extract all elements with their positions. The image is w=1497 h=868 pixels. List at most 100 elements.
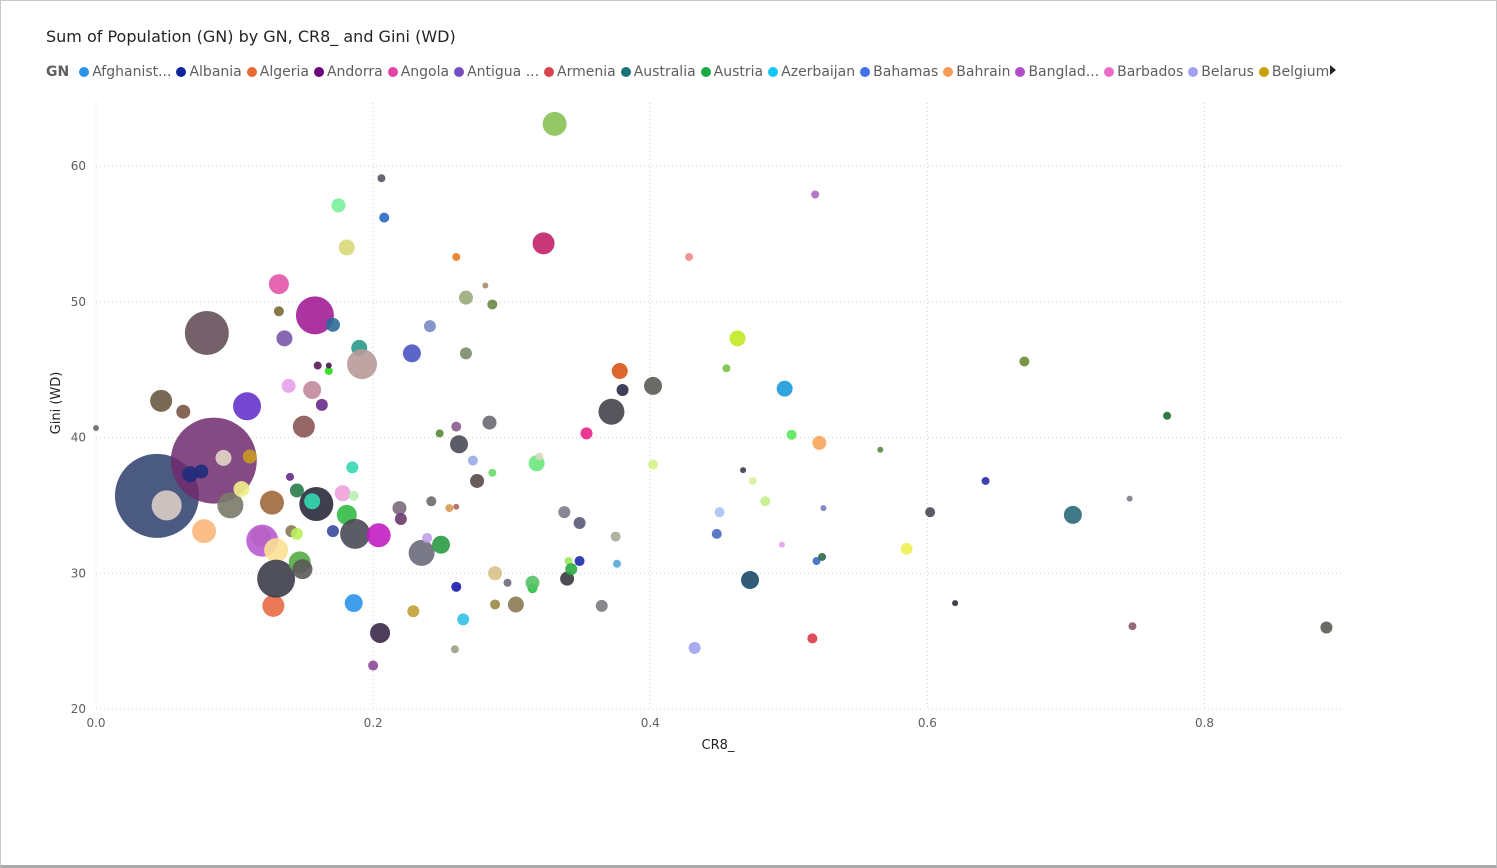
data-point[interactable] xyxy=(346,461,359,474)
legend-item[interactable]: Banglad... xyxy=(1015,64,1099,80)
data-point[interactable] xyxy=(192,519,217,544)
data-point[interactable] xyxy=(610,531,621,542)
data-point[interactable] xyxy=(285,472,294,481)
data-point[interactable] xyxy=(525,575,540,590)
data-point[interactable] xyxy=(379,212,390,223)
data-point[interactable] xyxy=(450,435,469,454)
data-point[interactable] xyxy=(564,557,573,566)
data-point[interactable] xyxy=(392,501,407,516)
data-point[interactable] xyxy=(595,599,608,612)
legend-item[interactable]: Antigua ... xyxy=(454,64,539,80)
data-point[interactable] xyxy=(423,320,436,333)
legend-item[interactable]: Belgium xyxy=(1258,64,1329,80)
legend-item[interactable]: Bahrain xyxy=(943,64,1010,80)
data-point[interactable] xyxy=(786,429,797,440)
data-point[interactable] xyxy=(711,528,722,539)
data-point[interactable] xyxy=(432,535,451,554)
data-point[interactable] xyxy=(740,467,747,474)
data-point[interactable] xyxy=(467,455,478,466)
data-point[interactable] xyxy=(458,290,473,305)
data-point[interactable] xyxy=(276,330,293,347)
legend-item[interactable]: Australia xyxy=(620,64,696,80)
data-point[interactable] xyxy=(685,252,694,261)
data-point[interactable] xyxy=(324,366,333,375)
data-point[interactable] xyxy=(394,512,407,525)
data-point[interactable] xyxy=(778,541,785,548)
data-point[interactable] xyxy=(377,174,386,183)
data-point[interactable] xyxy=(151,490,182,521)
data-point[interactable] xyxy=(722,364,731,373)
data-point[interactable] xyxy=(776,380,793,397)
data-point[interactable] xyxy=(435,429,444,438)
data-point[interactable] xyxy=(748,476,757,485)
data-point[interactable] xyxy=(616,383,629,396)
data-point[interactable] xyxy=(457,613,470,626)
legend-item[interactable]: Afghanist... xyxy=(79,64,171,80)
data-point[interactable] xyxy=(612,559,621,568)
data-point[interactable] xyxy=(812,557,821,566)
data-point[interactable] xyxy=(264,538,289,563)
data-point[interactable] xyxy=(535,452,544,461)
data-point[interactable] xyxy=(289,483,304,498)
data-point[interactable] xyxy=(488,566,503,581)
data-point[interactable] xyxy=(303,380,322,399)
data-point[interactable] xyxy=(820,505,827,512)
data-point[interactable] xyxy=(459,347,472,360)
data-point[interactable] xyxy=(334,485,351,502)
data-point[interactable] xyxy=(217,492,244,519)
data-point[interactable] xyxy=(262,594,285,617)
data-point[interactable] xyxy=(233,392,262,421)
legend-next-arrow-icon[interactable] xyxy=(1330,65,1336,75)
data-point[interactable] xyxy=(402,344,421,363)
data-point[interactable] xyxy=(452,252,461,261)
legend-item[interactable]: Belarus xyxy=(1188,64,1254,80)
data-point[interactable] xyxy=(952,600,959,607)
data-point[interactable] xyxy=(807,633,818,644)
data-point[interactable] xyxy=(1128,622,1137,631)
data-point[interactable] xyxy=(503,578,512,587)
data-point[interactable] xyxy=(257,559,296,598)
data-point[interactable] xyxy=(281,378,296,393)
data-point[interactable] xyxy=(1126,495,1133,502)
data-point[interactable] xyxy=(470,473,485,488)
data-point[interactable] xyxy=(532,232,555,255)
data-point[interactable] xyxy=(242,449,257,464)
data-point[interactable] xyxy=(233,481,250,498)
data-point[interactable] xyxy=(295,296,334,335)
data-point[interactable] xyxy=(482,282,489,289)
legend-item[interactable]: Algeria xyxy=(246,64,309,80)
data-point[interactable] xyxy=(1019,356,1030,367)
legend-item[interactable]: Bahamas xyxy=(860,64,938,80)
data-point[interactable] xyxy=(1163,411,1172,420)
data-point[interactable] xyxy=(304,493,321,510)
data-point[interactable] xyxy=(900,542,913,555)
data-point[interactable] xyxy=(488,468,497,477)
data-point[interactable] xyxy=(714,507,725,518)
data-point[interactable] xyxy=(407,605,420,618)
legend-item[interactable]: Andorra xyxy=(313,64,383,80)
data-point[interactable] xyxy=(490,599,501,610)
data-point[interactable] xyxy=(925,507,936,518)
legend-item[interactable]: Barbados xyxy=(1104,64,1183,80)
data-point[interactable] xyxy=(482,415,497,430)
data-point[interactable] xyxy=(347,349,378,380)
data-point[interactable] xyxy=(644,376,663,395)
data-point[interactable] xyxy=(812,435,827,450)
data-point[interactable] xyxy=(344,594,363,613)
data-point[interactable] xyxy=(648,459,659,470)
data-point[interactable] xyxy=(325,317,340,332)
data-point[interactable] xyxy=(598,398,625,425)
legend-item[interactable]: Armenia xyxy=(544,64,616,80)
data-point[interactable] xyxy=(445,504,454,513)
data-point[interactable] xyxy=(1063,505,1082,524)
data-point[interactable] xyxy=(176,404,191,419)
data-point[interactable] xyxy=(451,421,462,432)
data-point[interactable] xyxy=(366,523,391,548)
data-point[interactable] xyxy=(182,466,199,483)
data-point[interactable] xyxy=(542,111,567,136)
data-point[interactable] xyxy=(150,389,173,412)
data-point[interactable] xyxy=(368,660,379,671)
data-point[interactable] xyxy=(325,362,332,369)
data-point[interactable] xyxy=(574,556,585,567)
data-point[interactable] xyxy=(338,239,355,256)
